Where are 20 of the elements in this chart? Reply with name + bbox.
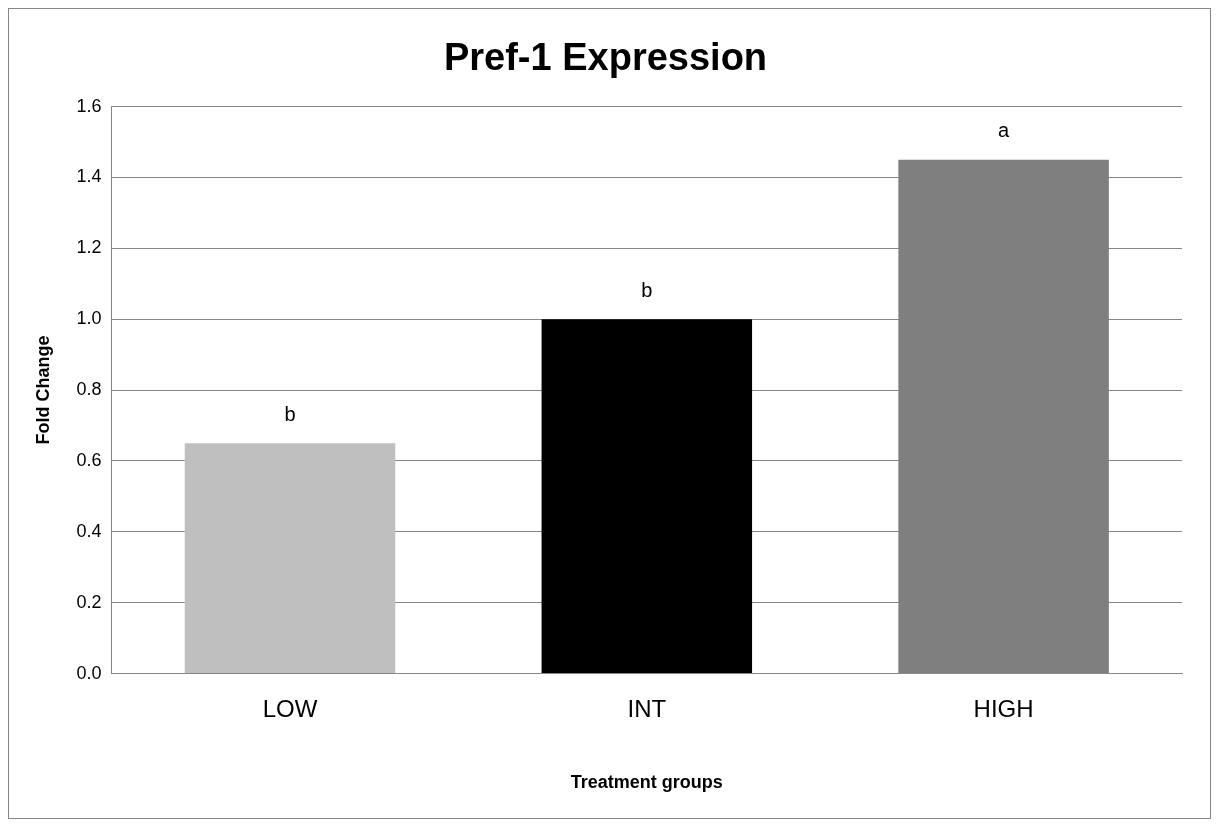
- y-tick-label: 0.4: [76, 520, 102, 541]
- y-tick-label: 1.0: [76, 308, 102, 329]
- bar: [541, 319, 753, 674]
- bar: [184, 443, 396, 674]
- y-tick-label: 1.4: [76, 166, 102, 187]
- x-tick-label: LOW: [262, 694, 318, 722]
- y-tick-label: 0.2: [76, 591, 102, 612]
- y-tick-label: 0.0: [76, 662, 102, 683]
- annotation: b: [641, 278, 653, 301]
- y-tick-label: 0.6: [76, 449, 102, 470]
- annotation: b: [284, 402, 296, 425]
- x-axis-title: Treatment groups: [570, 772, 723, 793]
- y-tick-label: 1.6: [76, 95, 102, 116]
- y-tick-label: 1.2: [76, 237, 102, 258]
- annotation: a: [998, 119, 1011, 142]
- y-axis-title: Fold Change: [32, 335, 53, 445]
- x-tick-label: INT: [627, 694, 667, 722]
- chart-title: Pref-1 Expression: [443, 36, 768, 79]
- x-tick-label: HIGH: [973, 694, 1034, 722]
- y-tick-label: 0.8: [76, 379, 102, 400]
